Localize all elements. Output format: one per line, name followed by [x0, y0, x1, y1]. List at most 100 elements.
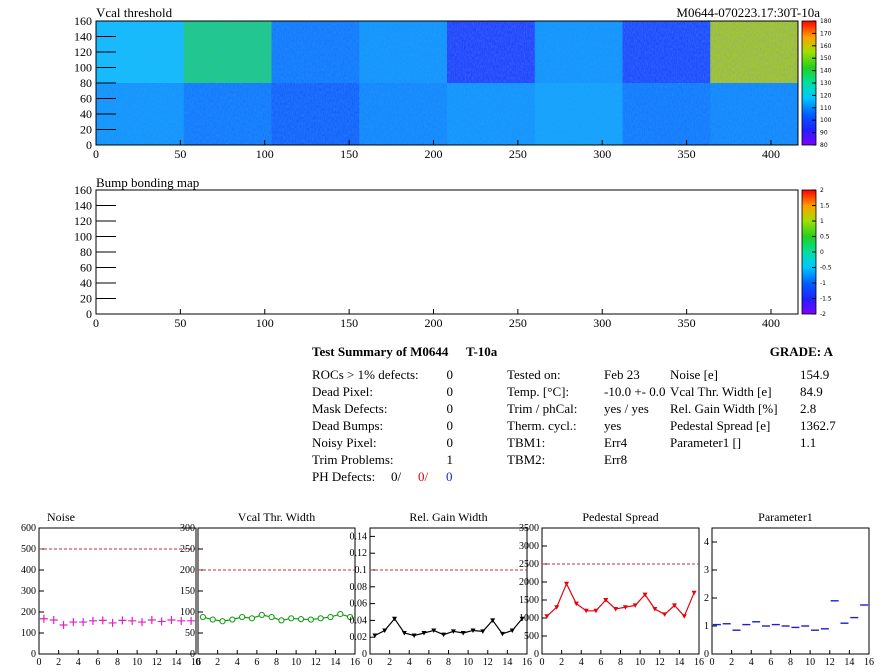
mini-chart-title: Rel. Gain Width — [409, 510, 487, 524]
grade-label: GRADE: A — [770, 344, 834, 359]
x-tick-label: 16 — [864, 657, 874, 668]
x-tick-label: 8 — [618, 657, 623, 668]
defect-value: 0 — [447, 418, 454, 433]
data-point — [613, 607, 619, 612]
x-tick-label: 12 — [825, 657, 835, 668]
defects-table: ROCs > 1% defects: 0 Dead Pixel: 0 Mask … — [312, 367, 453, 484]
series-line — [202, 613, 351, 622]
result-label: Vcal Thr. Width [e] — [670, 384, 772, 399]
data-point — [278, 617, 285, 624]
ph-defects-value-3: 0 — [446, 469, 453, 484]
mini-chart-2: Rel. Gain Width 0 0.02 0.04 0.06 0.08 0.1 0.12 0… — [350, 510, 533, 668]
z-tick-label: 1.5 — [820, 203, 830, 210]
result-value: 1362.7 — [800, 418, 836, 433]
z-tick-label: -1.5 — [820, 296, 832, 303]
data-point — [248, 615, 256, 622]
summary-temp-label: T-10a — [466, 344, 498, 359]
x-tick-label: 0 — [710, 657, 715, 668]
y-tick-label: 3 — [704, 565, 709, 576]
z-tick-label: 150 — [820, 55, 832, 62]
defect-value: 0 — [447, 384, 454, 399]
x-tick-label: 6 — [426, 657, 431, 668]
data-point — [147, 615, 156, 624]
data-point — [460, 631, 466, 636]
data-point — [219, 618, 226, 625]
y-tick-label: 0 — [362, 649, 367, 660]
defect-value: 1 — [447, 452, 454, 467]
color-scale-ticks: 80 90 100 110 120 130 140 150 160 170 180 — [812, 18, 832, 149]
test-info-table: Tested on: Feb 23 Temp. [°C]: -10.0 +- 0… — [507, 367, 666, 467]
x-tick-label: 6 — [254, 657, 259, 668]
x-tick-label: 6 — [768, 657, 773, 668]
y-tick-label: 0.1 — [355, 565, 368, 576]
y-tick-label: 40 — [80, 107, 92, 121]
y-tick-label: 0 — [31, 649, 36, 660]
x-tick-label: 250 — [509, 147, 527, 161]
x-tick-label: 50 — [174, 147, 186, 161]
data-point — [652, 607, 658, 612]
x-tick-label: 200 — [425, 147, 443, 161]
y-tick-label: 0.02 — [350, 632, 368, 643]
data-point — [554, 605, 560, 610]
result-label: Pedestal Spread [e] — [670, 418, 770, 433]
data-point — [317, 615, 324, 622]
y-tick-label: 20 — [80, 292, 92, 306]
x-tick-label: 150 — [340, 147, 358, 161]
x-tick-label: 8 — [446, 657, 451, 668]
y-tick-label: 1 — [704, 621, 709, 632]
y-tick-label: 1500 — [519, 595, 539, 606]
data-point — [297, 616, 305, 623]
z-tick-label: 90 — [820, 130, 828, 137]
y-tick-label: 100 — [74, 230, 92, 244]
x-tick-label: 350 — [678, 316, 696, 330]
x-tick-label: 400 — [762, 147, 780, 161]
z-tick-label: 2 — [820, 187, 824, 194]
data-point — [229, 616, 236, 623]
y-tick-label: 20 — [80, 123, 92, 137]
data-point — [593, 608, 599, 614]
data-point — [372, 633, 378, 639]
x-tick-label: 6 — [95, 657, 100, 668]
results-table: Noise [e] 154.9 Vcal Thr. Width [e] 84.9… — [670, 367, 836, 450]
x-tick-label: 14 — [844, 657, 854, 668]
ph-defects-value-2: 0/ — [418, 469, 429, 484]
mini-chart-title: Parameter1 — [758, 510, 813, 524]
z-tick-label: -1 — [820, 280, 826, 287]
y-tick-label: 40 — [80, 276, 92, 290]
info-value: yes — [604, 418, 621, 433]
data-point — [128, 616, 137, 625]
data-point — [401, 631, 407, 636]
bump-map-x-axis: 0 50 100 150 200 250 300 350 400 — [93, 309, 780, 330]
info-label: Therm. cycl.: — [507, 418, 577, 433]
data-point — [258, 611, 265, 619]
info-label: Tested on: — [507, 367, 561, 382]
y-tick-label: 0 — [86, 307, 92, 321]
data-point — [499, 631, 505, 637]
x-tick-label: 16 — [694, 657, 704, 668]
x-tick-label: 16 — [191, 657, 201, 668]
info-label: Trim / phCal: — [507, 401, 577, 416]
data-point — [544, 614, 550, 619]
defect-value: 0 — [447, 401, 454, 416]
data-point — [441, 632, 447, 638]
y-tick-label: 0.06 — [350, 599, 368, 610]
data-point — [307, 616, 314, 623]
y-tick-label: 2000 — [519, 577, 539, 588]
mini-chart-3: Pedestal Spread 0 500 1000 1500 2000 2500 3000 3… — [519, 510, 704, 668]
mini-chart-frame — [711, 527, 870, 655]
info-value: Err4 — [604, 435, 628, 450]
heatmap-noise-texture — [96, 21, 798, 145]
mini-chart-frame — [541, 527, 700, 655]
data-point — [632, 603, 638, 608]
x-tick-label: 10 — [463, 657, 473, 668]
data-point — [681, 614, 687, 619]
heatmap-x-axis: 0 50 100 150 200 250 300 350 400 — [93, 140, 780, 161]
defect-label: Mask Defects: — [312, 401, 387, 416]
data-point — [431, 628, 437, 633]
data-point — [509, 628, 515, 633]
data-point — [671, 603, 677, 608]
x-tick-label: 0 — [540, 657, 545, 668]
x-tick-label: 100 — [256, 316, 274, 330]
data-point — [327, 613, 334, 621]
